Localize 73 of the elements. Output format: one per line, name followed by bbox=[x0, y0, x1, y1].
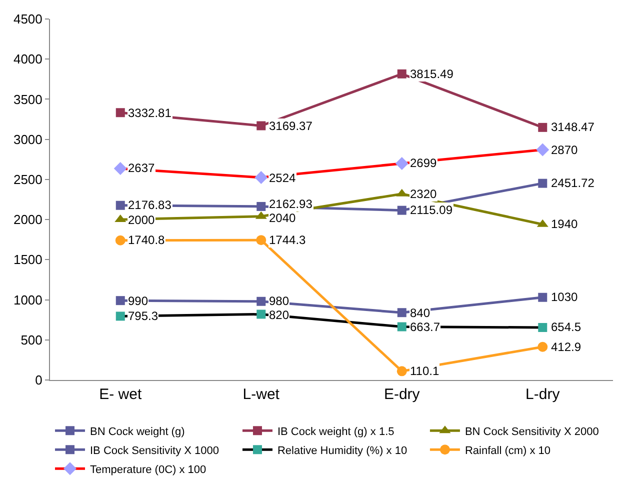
data-label: 110.1 bbox=[410, 364, 440, 378]
data-label: 3169.37 bbox=[269, 119, 313, 133]
point bbox=[538, 122, 548, 132]
point bbox=[254, 171, 268, 184]
data-label: 795.3 bbox=[128, 309, 158, 323]
data-label: 3815.49 bbox=[410, 67, 454, 81]
point bbox=[256, 235, 266, 246]
point bbox=[536, 143, 550, 156]
data-label: 990 bbox=[128, 294, 148, 308]
data-label: 840 bbox=[410, 306, 430, 320]
data-label: 2176.83 bbox=[128, 198, 172, 212]
point bbox=[538, 292, 548, 302]
point bbox=[256, 121, 266, 130]
data-label: 1740.8 bbox=[128, 233, 166, 247]
data-label: 412.9 bbox=[551, 340, 582, 354]
y-tick-label: 3000 bbox=[13, 132, 42, 147]
data-label: 2000 bbox=[128, 213, 156, 227]
point bbox=[396, 366, 407, 376]
y-tick-label: 2000 bbox=[13, 212, 42, 228]
x-tick-label: E-dry bbox=[384, 386, 420, 403]
point bbox=[538, 322, 548, 332]
legend-label: IB Cock weight (g) x 1.5 bbox=[277, 426, 394, 438]
point bbox=[256, 296, 266, 306]
data-label: 3148.47 bbox=[551, 120, 595, 134]
point bbox=[538, 178, 548, 188]
y-tick-label: 3500 bbox=[13, 92, 42, 107]
x-tick-label: E- wet bbox=[99, 386, 142, 403]
point bbox=[395, 156, 408, 170]
point bbox=[256, 202, 266, 211]
data-label: 980 bbox=[269, 294, 290, 308]
data-label: 2115.09 bbox=[410, 203, 453, 217]
data-label: 2699 bbox=[410, 156, 438, 170]
point bbox=[116, 108, 125, 118]
legend-label: Temperature (0C) x 100 bbox=[90, 464, 206, 476]
y-tick-label: 0 bbox=[35, 372, 42, 388]
data-label: 2040 bbox=[269, 211, 296, 225]
legend-label: Relative Humidity (%) x 10 bbox=[277, 444, 408, 457]
point bbox=[116, 296, 125, 306]
y-tick-label: 500 bbox=[20, 332, 42, 348]
data-label: 2162.93 bbox=[269, 197, 313, 211]
point bbox=[397, 206, 406, 215]
point bbox=[397, 308, 406, 318]
x-tick-label: L-dry bbox=[526, 386, 560, 403]
legend-label: IB Cock Sensitivity X 1000 bbox=[90, 444, 220, 457]
legend-label: Rainfall (cm) x 10 bbox=[464, 444, 551, 457]
y-tick-label: 4500 bbox=[13, 12, 42, 27]
data-label: 1940 bbox=[551, 217, 578, 231]
y-tick-label: 4000 bbox=[13, 52, 42, 67]
point bbox=[116, 312, 125, 321]
data-label: 1744.3 bbox=[269, 233, 306, 247]
data-label: 2451.72 bbox=[551, 176, 595, 190]
data-label: 2637 bbox=[128, 161, 156, 175]
legend-label: BN Cock Sensitivity X 2000 bbox=[464, 426, 599, 438]
x-tick-label: L-wet bbox=[242, 386, 280, 403]
data-label: 1030 bbox=[551, 290, 578, 304]
point bbox=[116, 200, 125, 210]
legend-label: BN Cock weight (g) bbox=[90, 426, 185, 438]
data-label: 820 bbox=[269, 308, 290, 322]
y-tick-label: 2500 bbox=[13, 172, 42, 187]
point bbox=[114, 162, 127, 175]
data-label: 654.5 bbox=[551, 320, 582, 334]
y-tick-label: 1000 bbox=[13, 292, 42, 308]
data-label: 663.7 bbox=[410, 320, 440, 334]
point bbox=[397, 322, 406, 332]
point bbox=[397, 69, 406, 78]
y-tick-label: 1500 bbox=[13, 252, 42, 268]
data-label: 2320 bbox=[410, 187, 438, 201]
point bbox=[115, 235, 126, 246]
point bbox=[256, 310, 266, 319]
data-label: 2870 bbox=[551, 143, 578, 157]
point bbox=[538, 342, 548, 352]
data-label: 2524 bbox=[269, 171, 296, 185]
data-label: 3332.81 bbox=[128, 106, 172, 120]
